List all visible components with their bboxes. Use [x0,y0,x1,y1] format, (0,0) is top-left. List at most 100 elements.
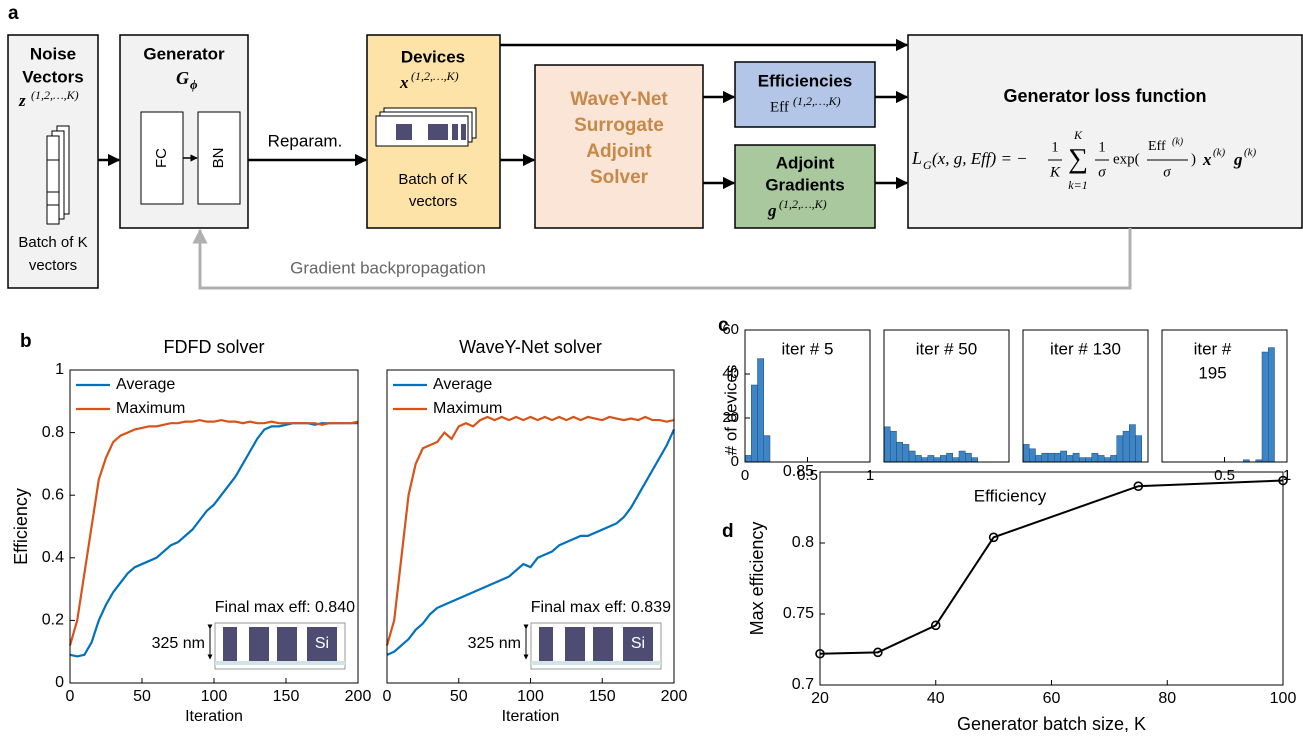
chart-title: WaveY-Net solver [459,337,602,357]
bar [1022,444,1030,463]
device-stack [375,107,477,147]
node-caption: Batch of K [18,234,87,251]
bar [952,457,960,463]
node-title: Generator [143,44,225,63]
formula-part: L [911,148,922,168]
bar [927,455,935,463]
bar [1072,452,1080,463]
layer-label: BN [210,148,227,169]
node-symbol: z [18,91,26,110]
formula-part: (k) [1244,147,1257,159]
y-tick-label: 0 [731,453,739,470]
point [1133,481,1144,492]
node-superscript: (1,2,…,K) [31,88,79,102]
annotation: Final max eff: 0.840 [215,599,355,616]
formula-part: 1 [1098,139,1106,155]
formula-part: (x, g, Eff) = − [932,149,1028,168]
bar [902,444,910,463]
bar [915,455,922,463]
x-axis-label: Generator batch size, K [957,714,1146,732]
line [385,415,675,646]
node-subscript: ϕ [190,77,198,92]
x-tick-label: 200 [661,688,688,705]
point [930,620,941,631]
formula-part: x [1202,150,1212,169]
inset-label: 325 nm [468,635,521,652]
solver-box [534,64,704,229]
inset-pillar [223,627,237,661]
y-tick-label: 0.4 [42,549,64,566]
diagram: Noise Vectors z (1,2,…,K) Batch of K vec… [7,34,1303,290]
node-symbol: Eff [770,99,789,115]
x-axis-label: Iteration [502,708,560,725]
node-superscript: (1,2,…,K) [411,69,459,83]
formula-part: K [1073,128,1083,142]
plot-frame [69,369,359,684]
y-tick-label: 0.75 [783,605,814,622]
bar [896,441,903,463]
inset-pillar [593,627,613,661]
bar [1054,452,1061,463]
chart-title: iter # 50 [916,339,977,358]
chart-title: 195 [1198,363,1226,382]
inset-label: 325 nm [152,635,205,652]
node-title: Adjoint [776,153,835,172]
node-title: Efficiencies [758,71,853,90]
bar [1066,455,1074,463]
plot-frame [1161,329,1288,463]
layer-label: FC [153,148,170,168]
y-tick-label: 0 [55,674,64,691]
y-tick-label: 0.2 [42,612,64,629]
formula-part: k=1 [1068,178,1087,192]
bar [946,452,953,463]
formula-part: G [923,158,932,172]
y-tick-label: 0.85 [783,463,814,480]
bar [751,384,758,463]
node-caption: vectors [29,257,77,274]
chart-title: iter # [1194,339,1232,358]
x-tick-label: 200 [345,688,372,705]
bar [908,450,916,463]
bar [1129,424,1136,463]
annotation: Final max eff: 0.839 [531,599,671,616]
bar [958,450,966,463]
x-tick-label: 40 [927,690,945,707]
inset-pillar [277,627,297,661]
bar [763,435,771,463]
bar [1029,448,1036,463]
layer-box [197,111,241,205]
node-title: Solver [590,167,649,188]
formula-part: Eff [1148,139,1166,154]
formula-part: ∑ [1068,143,1088,174]
inset-pillar [307,627,337,661]
node-symbol: g [767,201,777,220]
bar [744,455,752,463]
x-tick-label: 80 [1158,690,1176,707]
node-title: Vectors [22,67,83,86]
plot-frame [744,329,871,463]
bar [1268,347,1275,463]
y-tick-label: 60 [722,321,739,338]
node-superscript: (1,2,…,K) [793,94,841,108]
x-tick-label: 100 [517,688,544,705]
y-tick-label: 1 [55,361,64,378]
efficiencies-box [734,61,876,128]
bar [1035,455,1042,463]
bar [921,457,928,463]
bar [1085,457,1092,463]
y-tick-label: 40 [722,365,739,382]
x-tick-label: 1 [866,467,874,484]
panel-label: c [718,315,729,336]
axis-label: Efficiency [974,486,1047,505]
x-tick-label: 0.5 [797,467,818,484]
node-title: Surrogate [574,115,664,136]
noise-stack [46,125,70,225]
node-title: Devices [401,47,465,66]
x-tick-label: 60 [1043,690,1061,707]
inset-pillar [249,627,269,661]
formula: L G (x, g, Eff) = − 1 K K ∑ k=1 1 σ exp(… [911,128,1257,192]
x-tick-label: 100 [1270,690,1297,707]
x-tick-label: 20 [811,690,829,707]
node-title: Gradients [765,175,844,194]
